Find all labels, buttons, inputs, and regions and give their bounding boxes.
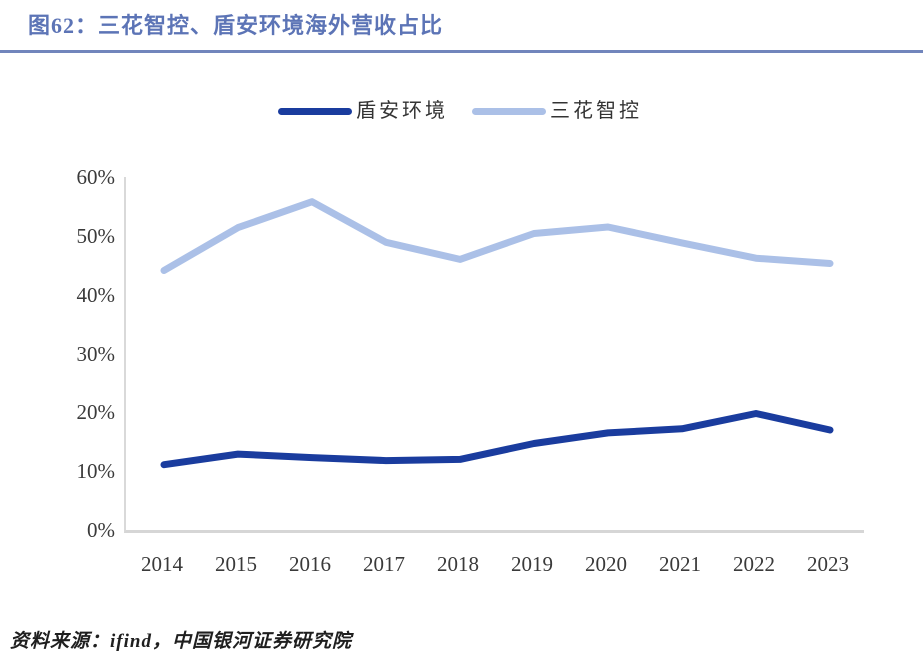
x-tick-label: 2023: [807, 552, 849, 576]
x-tick-label: 2021: [659, 552, 701, 576]
legend-item-sanhua: 三花智控: [472, 99, 642, 123]
x-tick-label: 2015: [215, 552, 257, 576]
source-note: 资料来源：ifind，中国银河证券研究院: [10, 631, 352, 652]
legend-swatch-dunan: [278, 107, 352, 115]
y-tick-label: 10%: [76, 459, 116, 484]
x-tick-label: 2020: [585, 552, 627, 576]
x-tick-label: 2016: [289, 552, 331, 576]
series-line-sanhua: [160, 198, 834, 274]
legend-label-dunan: 盾安环境: [356, 100, 448, 122]
x-tick-label: 2019: [511, 552, 553, 576]
plot-area: [124, 177, 864, 533]
legend-swatch-sanhua: [472, 107, 546, 115]
y-tick-label: 40%: [76, 282, 116, 307]
x-tick-label: 2022: [733, 552, 775, 576]
y-tick-label: 20%: [76, 400, 116, 425]
x-tick-label: 2018: [437, 552, 479, 576]
y-tick-label: 50%: [76, 223, 116, 248]
x-tick-label: 2014: [141, 552, 183, 576]
page-title: 图62：三花智控、盾安环境海外营收占比: [28, 13, 444, 38]
x-tick-label: 2017: [363, 552, 405, 576]
title-underline: [0, 50, 923, 53]
chart-legend: 盾安环境 三花智控: [278, 99, 642, 123]
line-chart-canvas: [160, 198, 834, 469]
y-tick-label: 30%: [76, 341, 116, 366]
series-line-dunan: [160, 410, 834, 469]
y-tick-label: 60%: [76, 165, 116, 189]
legend-item-dunan: 盾安环境: [278, 99, 448, 123]
legend-label-sanhua: 三花智控: [550, 100, 642, 122]
y-tick-label: 0%: [87, 518, 115, 542]
